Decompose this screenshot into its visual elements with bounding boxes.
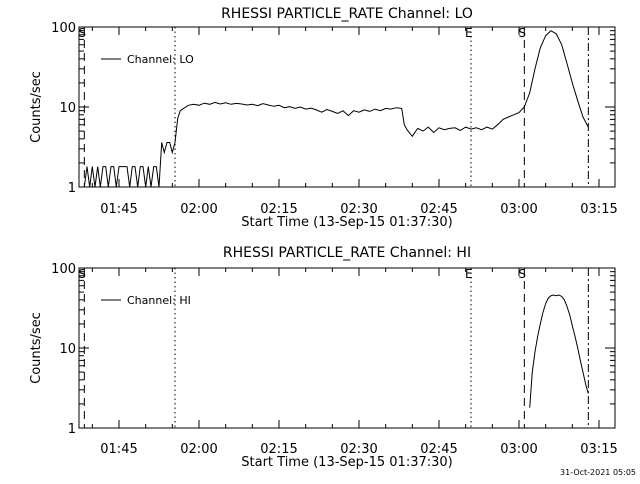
y-tick-label: 10 <box>59 342 76 357</box>
x-axis-label: Start Time (13-Sep-15 01:37:30) <box>241 215 452 230</box>
x-tick-label: 01:45 <box>100 202 137 217</box>
chart-title: RHESSI PARTICLE_RATE Channel: LO <box>221 6 473 22</box>
chart-panel-1: RHESSI PARTICLE_RATE Channel: LO 1 10 100 01… <box>29 6 618 230</box>
x-tick-label: 03:00 <box>500 202 537 217</box>
x-tick-label: 02:30 <box>340 202 377 217</box>
event-marker-label: S <box>78 267 86 281</box>
x-tick-label: 03:00 <box>500 442 537 457</box>
y-axis-label: Counts/sec <box>29 312 44 384</box>
y-tick-label: 10 <box>59 101 76 116</box>
x-tick-label: 01:45 <box>100 442 137 457</box>
event-marker-label: S <box>518 26 526 40</box>
chart-panel-2: RHESSI PARTICLE_RATE Channel: HI 1 10 100 01… <box>29 245 618 470</box>
plot-frame <box>78 267 616 429</box>
y-tick-label: 1 <box>68 422 76 437</box>
x-tick-label: 02:00 <box>180 442 217 457</box>
y-axis-label: Counts/sec <box>29 71 44 143</box>
x-tick-label: 03:15 <box>580 442 617 457</box>
x-tick-label: 02:45 <box>420 202 457 217</box>
x-tick-label: 02:45 <box>420 442 457 457</box>
x-tick-label: 02:30 <box>340 442 377 457</box>
x-tick-label: 02:00 <box>180 202 217 217</box>
series-line <box>529 294 589 408</box>
x-axis-label: Start Time (13-Sep-15 01:37:30) <box>241 455 452 470</box>
x-tick-label: 02:15 <box>260 442 297 457</box>
event-marker-label: S <box>518 267 526 281</box>
date-stamp: 31-Oct-2021 05:05 <box>560 468 636 477</box>
plot-frame <box>78 26 616 188</box>
event-marker-label: E <box>465 267 473 281</box>
event-marker-label: S <box>78 26 86 40</box>
chart-title: RHESSI PARTICLE_RATE Channel: HI <box>223 245 471 261</box>
series-line <box>83 30 589 188</box>
x-tick-label: 03:15 <box>580 202 617 217</box>
legend-label: Channel: HI <box>127 294 191 307</box>
event-marker-label: E <box>465 26 473 40</box>
legend-label: Channel: LO <box>127 53 194 66</box>
y-tick-label: 100 <box>51 262 76 277</box>
y-tick-label: 100 <box>51 21 76 36</box>
y-tick-label: 1 <box>68 181 76 196</box>
x-tick-label: 02:15 <box>260 202 297 217</box>
